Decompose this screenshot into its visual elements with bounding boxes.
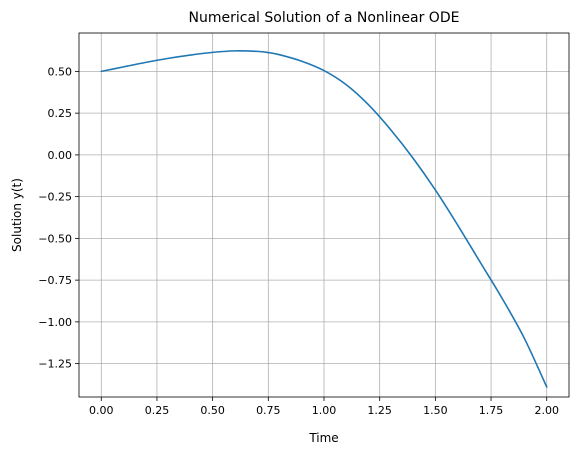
x-tick-label: 0.25: [145, 404, 170, 417]
solution-line: [100, 50, 548, 388]
y-axis-label: Solution y(t): [10, 178, 24, 252]
y-tick-label: 0.25: [48, 107, 73, 120]
x-tick-label: 1.50: [423, 404, 448, 417]
x-tick-label: 1.25: [367, 404, 392, 417]
y-tick-label: −1.25: [38, 358, 72, 371]
y-axis: 0.50 0.25 0.00 −0.25 −0.50 −0.75 −1.00 −1.25: [38, 65, 79, 371]
x-tick-label: 1.00: [312, 404, 337, 417]
x-tick-label: 2.00: [534, 404, 559, 417]
chart-title: Numerical Solution of a Nonlinear ODE: [189, 10, 460, 26]
grid: [79, 33, 569, 397]
y-tick-label: −0.50: [38, 232, 72, 245]
y-tick-label: −1.00: [38, 316, 72, 329]
x-tick-label: 0.00: [89, 404, 114, 417]
x-tick-label: 0.50: [200, 404, 225, 417]
series-layer: [100, 50, 548, 388]
x-tick-label: 1.75: [479, 404, 504, 417]
y-tick-label: 0.50: [48, 65, 73, 78]
y-tick-label: −0.25: [38, 191, 72, 204]
x-axis-label: Time: [308, 431, 338, 445]
y-tick-label: 0.00: [48, 149, 73, 162]
x-tick-label: 0.75: [256, 404, 281, 417]
y-tick-label: −0.75: [38, 274, 72, 287]
x-axis: 0.00 0.25 0.50 0.75 1.00 1.25 1.50 1.75 2.00: [89, 397, 559, 417]
